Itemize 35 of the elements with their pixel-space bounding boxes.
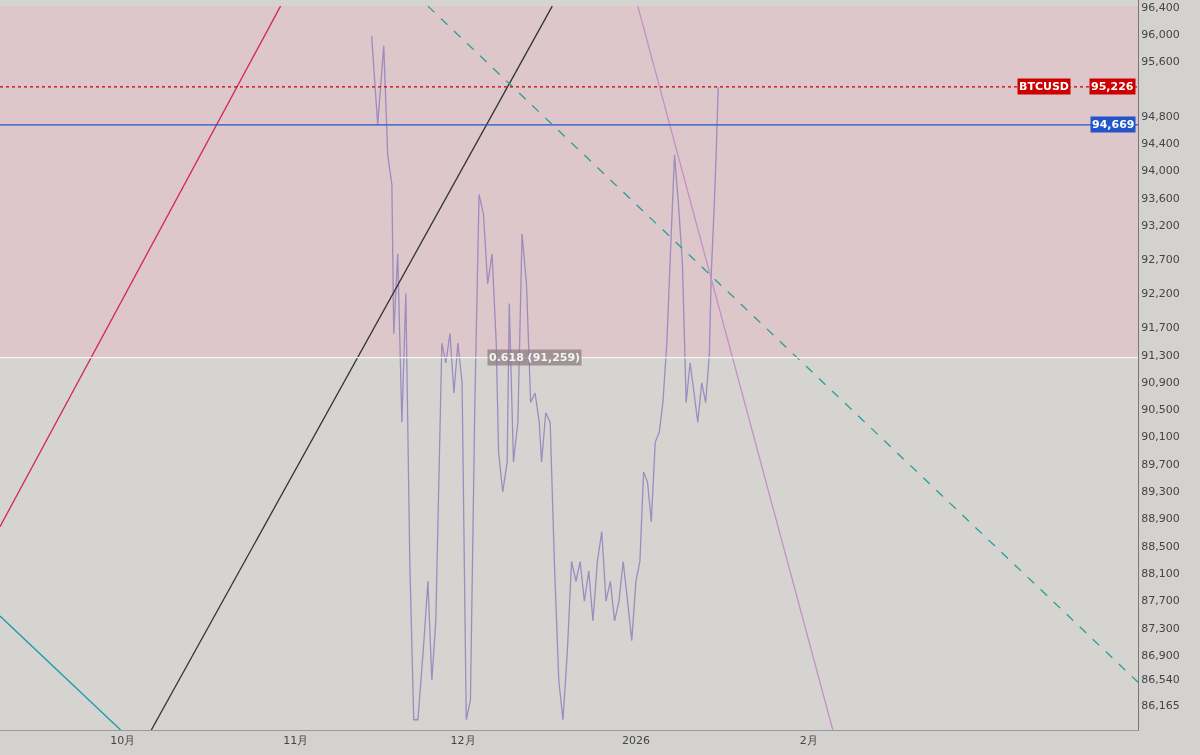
y-tick-label: 88,500: [1141, 539, 1180, 553]
y-tick-label: 89,700: [1141, 457, 1180, 471]
x-tick-label: 10月: [110, 734, 136, 748]
y-tick-label: 93,200: [1141, 218, 1180, 232]
line-series: [371, 35, 719, 721]
y-tick-label: 96,400: [1141, 0, 1180, 14]
ref-line-label: 95,226: [1091, 80, 1134, 93]
y-tick-label: 91,700: [1141, 321, 1180, 335]
y-tick-label: 91,300: [1141, 348, 1180, 362]
y-tick-label: 90,100: [1141, 430, 1180, 444]
y-tick-label: 94,000: [1141, 164, 1180, 178]
y-tick-label: 92,200: [1141, 287, 1180, 301]
y-tick-label: 89,300: [1141, 485, 1180, 499]
annotation: BTCUSD: [1019, 80, 1069, 93]
y-tick-label: 86,540: [1141, 673, 1180, 687]
x-tick-label: 2026: [621, 734, 650, 748]
ref-line-label: 94,669: [1092, 118, 1135, 131]
y-tick-label: 94,400: [1141, 137, 1180, 151]
y-tick-label: 86,900: [1141, 648, 1180, 662]
y-tick-label: 96,000: [1141, 27, 1180, 41]
y-tick-label: 87,700: [1141, 594, 1180, 608]
y-tick-label: 87,300: [1141, 621, 1180, 635]
y-tick-label: 88,100: [1141, 566, 1180, 580]
y-tick-label: 86,165: [1141, 698, 1180, 712]
y-tick-label: 94,800: [1141, 109, 1180, 123]
y-tick-label: 90,900: [1141, 375, 1180, 389]
x-tick-label: 12月: [450, 734, 476, 748]
y-tick-label: 95,600: [1141, 55, 1180, 69]
y-tick-label: 88,900: [1141, 512, 1180, 526]
y-tick-label: 93,600: [1141, 191, 1180, 205]
y-tick-label: 92,700: [1141, 253, 1180, 267]
x-tick-label: 11月: [283, 734, 309, 748]
y-tick-label: 90,500: [1141, 403, 1180, 417]
x-tick-label: 2月: [799, 734, 818, 748]
ref-line-label: 0.618 (91,259): [489, 351, 581, 364]
